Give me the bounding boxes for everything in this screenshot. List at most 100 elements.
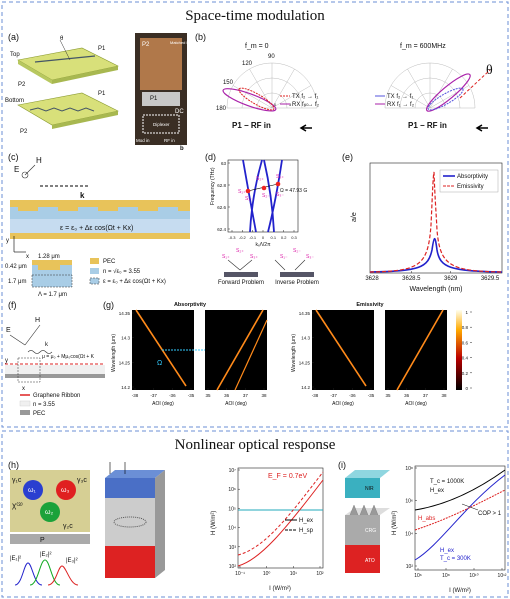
- label: (h): [8, 460, 19, 470]
- polar-angle: 180: [216, 106, 227, 112]
- shape: [105, 498, 155, 546]
- shape: [52, 111, 118, 129]
- y-tick-label: 10⁶: [228, 487, 236, 493]
- shape: [18, 207, 190, 211]
- polar-radius: 5: [289, 102, 292, 107]
- shape: [29, 107, 95, 112]
- shape: [242, 159, 283, 233]
- shape: [113, 516, 147, 528]
- y-tick-label: 14.35: [119, 311, 131, 316]
- shape: [105, 478, 155, 498]
- label: |E₂|²: [40, 552, 51, 558]
- shape: [237, 467, 324, 569]
- label: COP > 1: [478, 511, 502, 517]
- shape: [345, 470, 390, 478]
- x-tick-label: 36: [404, 393, 410, 398]
- label: Wavelength (nm): [409, 286, 462, 293]
- shape: [280, 272, 314, 277]
- y-axis-label: Wavelength (μm): [291, 334, 297, 372]
- label: (e): [342, 152, 353, 162]
- shape: [142, 114, 180, 134]
- label: P1 − RF in: [408, 121, 447, 130]
- shape: [21, 171, 29, 179]
- label: (g): [103, 300, 114, 310]
- label: θ: [60, 36, 64, 42]
- x-tick-label: 35: [205, 393, 211, 398]
- label: f_m = 600MHz: [400, 43, 446, 50]
- shape: [138, 207, 158, 211]
- x-tick-label: -36: [349, 393, 356, 398]
- label: Nonlinear optical response: [175, 437, 336, 453]
- y-tick-label: 10⁴: [405, 531, 413, 537]
- shape: [345, 515, 380, 545]
- shape: [5, 365, 105, 374]
- resonance: [315, 309, 367, 387]
- label: P1: [98, 46, 106, 52]
- shape: [89, 277, 100, 285]
- x-tick-label: 3629: [444, 276, 458, 282]
- x-tick-label: 0.3: [291, 235, 297, 240]
- shape: [18, 60, 52, 84]
- label: Ω = 47.93 G: [280, 188, 307, 194]
- shape: [299, 124, 488, 132]
- shape: [47, 565, 79, 586]
- shape: [98, 207, 118, 211]
- label: S₁₋: [245, 196, 253, 202]
- x-tick-label: -35: [368, 393, 375, 398]
- label: Space-time modulation: [185, 8, 325, 24]
- shape: [459, 69, 491, 99]
- label: S₂₋: [293, 248, 301, 254]
- x-tick-label: 0.1: [271, 235, 277, 240]
- label: Emissivity: [457, 184, 484, 190]
- label: S₃₊: [250, 254, 258, 260]
- polar-spoke: [271, 85, 312, 109]
- shape: [52, 66, 118, 84]
- shape: [105, 546, 155, 578]
- label: I (W/m²): [449, 588, 471, 594]
- x-tick-label: 3629.5: [481, 276, 500, 282]
- label: TX f₂ → f₁: [292, 94, 318, 100]
- y-tick-label: 10⁶: [405, 499, 413, 505]
- label: k: [45, 342, 49, 348]
- shape: [109, 462, 126, 474]
- label: P1: [150, 96, 158, 102]
- resonance: [135, 309, 187, 387]
- x-tick-label: 0: [262, 235, 265, 240]
- label: E: [14, 165, 19, 174]
- x-tick-label: -38: [312, 393, 319, 398]
- label: γ₃c: [77, 477, 87, 484]
- label: Diplexer: [153, 122, 170, 127]
- label: CRG: [365, 528, 376, 534]
- label: a/e: [351, 212, 358, 222]
- label: n = 3.55: [33, 402, 56, 408]
- x-tick-label: 38: [441, 393, 447, 398]
- label: S₁₊: [238, 189, 246, 195]
- label: NIR: [365, 486, 374, 492]
- label: ω₁: [28, 487, 36, 494]
- colorbar: [456, 310, 462, 390]
- shape: [349, 504, 379, 516]
- resonance: [216, 309, 264, 391]
- label: H_ex: [430, 488, 444, 494]
- shape: [29, 559, 61, 586]
- x-axis-label: AOI (deg): [332, 401, 354, 407]
- y-tick-label: 14.25: [299, 360, 311, 365]
- label: y: [6, 238, 9, 244]
- label: RX f₁ → f₂: [292, 102, 320, 108]
- polar-spoke: [390, 85, 431, 109]
- label: S₃₋: [306, 254, 314, 260]
- shape: [142, 92, 180, 106]
- label: Absorptivity: [174, 302, 207, 308]
- polar-spoke: [271, 68, 295, 109]
- label: (f): [8, 300, 17, 310]
- label: Top: [10, 52, 20, 58]
- x-tick-label: 38: [261, 393, 267, 398]
- x-tick-label: -38: [132, 393, 139, 398]
- shape: [369, 162, 503, 274]
- x-tick-label: -35: [188, 393, 195, 398]
- shape: Ω -38 -37 -36 -35 14.35 14.3 14.25 14.2 Wavelengt…: [111, 309, 472, 407]
- x-tick-label: -36: [169, 393, 176, 398]
- shape: [140, 38, 182, 90]
- x-tick-label: 10⁸: [442, 573, 450, 579]
- label: μ = μ₀ + Mμ₀cos(Ωt + K: [42, 354, 95, 360]
